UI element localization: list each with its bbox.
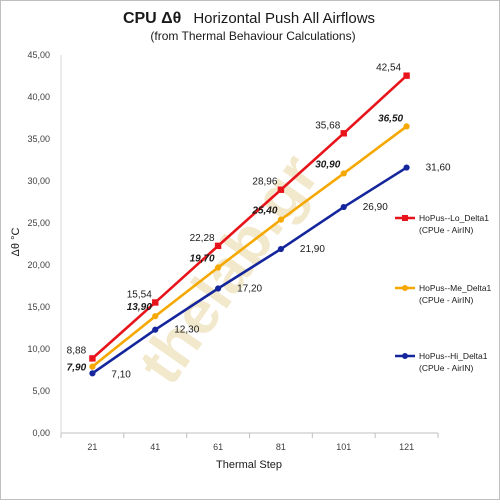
data-label: 19,70 [190,254,215,265]
title-main: CPU Δθ [123,10,181,27]
data-label: 26,90 [363,202,388,213]
y-tick-label: 25,00 [27,218,50,228]
data-point-marker [152,313,159,320]
plot-area: 8,88 15,54 22,28 28,96 35,68 42,54 7,90 13,90 19… [67,63,451,381]
data-label: 30,90 [315,159,340,170]
y-tick-label: 5,00 [32,386,50,396]
y-tick-label: 35,00 [27,134,50,144]
data-point-marker [89,363,96,370]
x-tick-label: 81 [276,442,286,452]
data-point-marker [152,326,159,333]
axes: 0,00 5,00 10,00 15,00 20,00 25,00 30,00 35,00 40… [27,50,439,452]
series-2: 7,90 13,90 19,70 25,40 30,90 36,50 [67,113,410,374]
x-tick-label: 61 [213,442,223,452]
legend-item-1: HoPus--Lo_Delta1 (CPUe - AirIN) [395,213,489,235]
title-rest: Horizontal Push All Airflows [193,10,375,27]
data-point-marker [340,130,347,137]
chart-title: CPU Δθ Horizontal Push All Airflows [123,10,375,27]
legend-label: HoPus--Lo_Delta1 [419,213,489,223]
legend-marker [402,215,408,221]
legend-item-3: HoPus--Hi_Delta1 (CPUe - AirIN) [395,351,488,373]
series-line-1 [91,74,408,360]
data-label: 36,50 [378,113,403,124]
x-tick-label: 21 [87,442,97,452]
x-tick-label: 101 [336,442,351,452]
data-label: 21,90 [300,244,325,255]
series-line-2 [91,125,408,368]
legend-label: HoPus--Me_Delta1 [419,283,492,293]
chart-subtitle: (from Thermal Behaviour Calculations) [150,29,355,43]
y-tick-label: 15,00 [27,302,50,312]
data-point-marker [403,164,410,171]
legend-label: HoPus--Hi_Delta1 [419,351,488,361]
data-label: 8,88 [67,345,87,356]
legend-sublabel: (CPUe - AirIN) [419,363,473,373]
data-label: 31,60 [426,163,451,174]
series-1: 8,88 15,54 22,28 28,96 35,68 42,54 [67,63,410,362]
data-point-marker [340,203,347,211]
data-point-marker [214,264,222,271]
data-label: 28,96 [252,177,277,188]
data-point-marker [340,170,347,177]
data-point-marker [89,370,96,377]
y-tick-label: 20,00 [27,260,50,270]
legend-sublabel: (CPUe - AirIN) [419,295,473,305]
data-label: 42,54 [376,63,401,74]
data-label: 7,10 [111,369,131,380]
legend: HoPus--Lo_Delta1(CPUe - AirIN)HoPus--Me_… [395,213,492,373]
data-point-marker [152,299,159,306]
series-line-3 [91,166,408,375]
legend-sublabel: (CPUe - AirIN) [419,225,473,235]
y-tick-label: 0,00 [32,428,50,438]
data-label: 13,90 [127,302,152,313]
y-tick-label: 40,00 [27,92,50,102]
data-label: 12,30 [174,325,199,336]
data-point-marker [277,216,285,223]
legend-marker [402,285,408,291]
x-tick-label: 121 [399,442,414,452]
data-point-marker [403,72,410,79]
y-tick-label: 10,00 [27,344,50,354]
data-point-marker [277,245,285,253]
data-point-marker [89,355,96,362]
y-tick-label: 45,00 [27,50,50,60]
data-label: 35,68 [315,120,340,131]
data-label: 15,54 [127,289,152,300]
data-label: 17,20 [237,284,262,295]
data-point-marker [277,186,285,193]
data-label: 25,40 [251,206,277,217]
data-point-marker [403,123,410,130]
y-tick-label: 30,00 [27,176,50,186]
data-label: 22,28 [190,233,215,244]
data-label: 7,90 [67,363,87,374]
series-3: 7,10 12,30 17,20 21,90 26,90 31,60 [89,163,451,380]
legend-item-2: HoPus--Me_Delta1 (CPUe - AirIN) [395,283,492,305]
data-point-marker [214,242,222,250]
x-axis-title: Thermal Step [216,459,282,471]
watermark: thelab.gr [126,142,333,396]
x-tick-label: 41 [150,442,160,452]
data-point-marker [214,285,222,292]
legend-marker [402,353,408,359]
y-axis-title: Δθ °C [10,228,22,257]
